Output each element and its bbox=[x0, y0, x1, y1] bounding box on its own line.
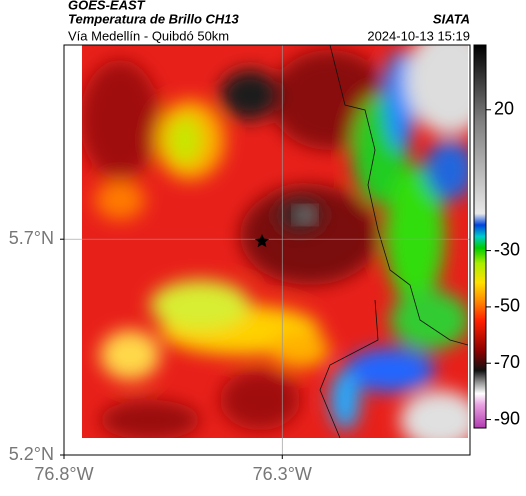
colorbar-tick-label: -90 bbox=[494, 408, 520, 428]
colorbar-tick-label: -30 bbox=[494, 239, 520, 259]
y-tick-label: 5.2°N bbox=[9, 444, 54, 464]
subtitle: Temperatura de Brillo CH13 bbox=[68, 11, 240, 26]
colorbar-tick-label: 20 bbox=[494, 99, 514, 119]
timestamp: 2024-10-13 15:19 bbox=[367, 28, 470, 43]
y-tick-label: 5.7°N bbox=[9, 228, 54, 248]
x-tick-label: 76.3°W bbox=[253, 464, 312, 484]
colorbar bbox=[473, 44, 487, 429]
colorbar-tick-label: -70 bbox=[494, 352, 520, 372]
brightness-image bbox=[82, 45, 468, 438]
title: GOES-EAST bbox=[68, 0, 146, 12]
location-marker bbox=[255, 234, 269, 248]
route: Vía Medellín - Quibdó 50km bbox=[68, 28, 229, 43]
map-frame bbox=[63, 44, 471, 456]
colorbar-tick-label: -50 bbox=[494, 296, 520, 316]
source: SIATA bbox=[433, 11, 470, 26]
x-tick-label: 76.8°W bbox=[34, 464, 93, 484]
